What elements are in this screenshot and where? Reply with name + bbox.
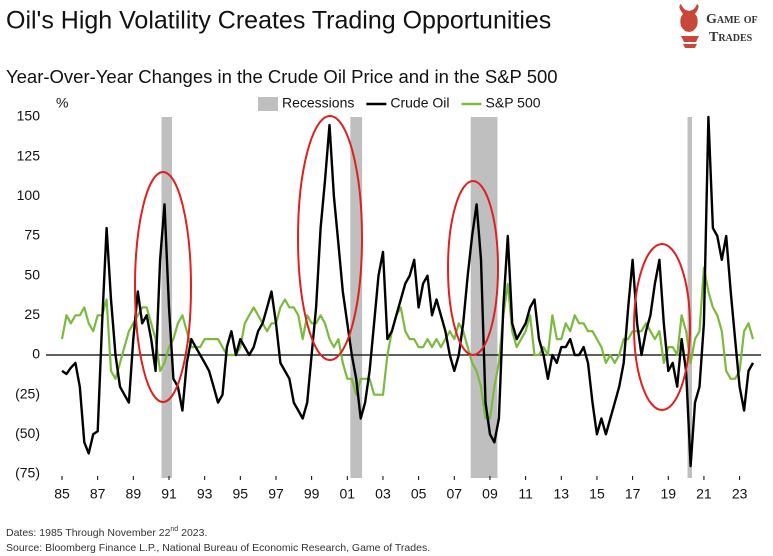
annotations bbox=[134, 115, 691, 411]
highlight-ellipse bbox=[447, 180, 499, 356]
x-tick-label: 15 bbox=[589, 486, 605, 502]
x-tick-label: 87 bbox=[90, 486, 106, 502]
footnote-text: Dates: 1985 Through November 22 bbox=[6, 527, 171, 539]
logo-text: Trades bbox=[709, 30, 753, 45]
recession-band bbox=[470, 117, 498, 478]
x-tick-label: 17 bbox=[625, 486, 641, 502]
y-tick-label: 100 bbox=[17, 187, 41, 203]
x-tick-label: 05 bbox=[411, 486, 427, 502]
y-tick-label: 0 bbox=[32, 346, 40, 362]
footnote-text: 2023. bbox=[178, 527, 207, 539]
x-tick-label: 95 bbox=[233, 486, 249, 502]
x-tick-label: 91 bbox=[161, 486, 177, 502]
x-tick-label: 99 bbox=[304, 486, 320, 502]
y-tick-label: (25) bbox=[15, 385, 40, 401]
x-tick-label: 11 bbox=[518, 486, 533, 502]
logo-text: Game of bbox=[706, 12, 758, 27]
y-tick-label: 50 bbox=[24, 266, 40, 282]
legend: Recessions Crude Oil S&P 500 bbox=[258, 95, 541, 111]
recession-band bbox=[161, 117, 173, 478]
highlight-ellipse bbox=[633, 243, 691, 411]
x-tick-label: 23 bbox=[732, 486, 748, 502]
highlight-ellipse bbox=[297, 115, 363, 361]
recession-band bbox=[350, 117, 363, 478]
footnote-sup: nd bbox=[170, 526, 178, 533]
y-axis-label: % bbox=[56, 95, 68, 111]
x-tick-label: 03 bbox=[375, 486, 391, 502]
x-tick-label: 07 bbox=[447, 486, 463, 502]
x-tick-label: 97 bbox=[268, 486, 284, 502]
x-tick-label: 13 bbox=[553, 486, 569, 502]
x-tick-label: 85 bbox=[54, 486, 70, 502]
recession-band bbox=[687, 117, 692, 478]
y-tick-label: 150 bbox=[17, 108, 41, 124]
x-tick-label: 21 bbox=[696, 486, 712, 502]
logo-bull bbox=[679, 4, 699, 32]
chart-subtitle: Year-Over-Year Changes in the Crude Oil … bbox=[6, 66, 558, 87]
footnote: Dates: 1985 Through November 22nd 2023. bbox=[6, 526, 207, 539]
y-tick-label: 25 bbox=[24, 306, 40, 322]
legend-label: S&P 500 bbox=[486, 95, 541, 111]
highlight-ellipse bbox=[134, 171, 192, 403]
y-tick-label: 75 bbox=[24, 227, 40, 243]
chart-title: Oil's High Volatility Creates Trading Op… bbox=[6, 7, 551, 35]
x-tick-label: 19 bbox=[660, 486, 676, 502]
logo: Game of Trades bbox=[679, 4, 758, 48]
x-tick-label: 01 bbox=[340, 486, 356, 502]
x-tick-label: 93 bbox=[197, 486, 213, 502]
y-tick-label: 125 bbox=[17, 147, 41, 163]
y-tick-label: (75) bbox=[15, 465, 40, 481]
legend-label: Recessions bbox=[282, 95, 354, 111]
x-tick-label: 89 bbox=[126, 486, 142, 502]
plot-area: 150 125 100 75 50 25 0 (25) (50) (75) 85 87 89 91 93 95… bbox=[15, 108, 761, 502]
legend-swatch bbox=[258, 97, 278, 111]
x-tick-label: 09 bbox=[482, 486, 498, 502]
legend-label: Crude Oil bbox=[390, 95, 449, 111]
y-tick-label: (50) bbox=[15, 425, 40, 441]
logo-base bbox=[681, 36, 699, 48]
source-note: Source: Bloomberg Finance L.P., National… bbox=[6, 542, 430, 554]
